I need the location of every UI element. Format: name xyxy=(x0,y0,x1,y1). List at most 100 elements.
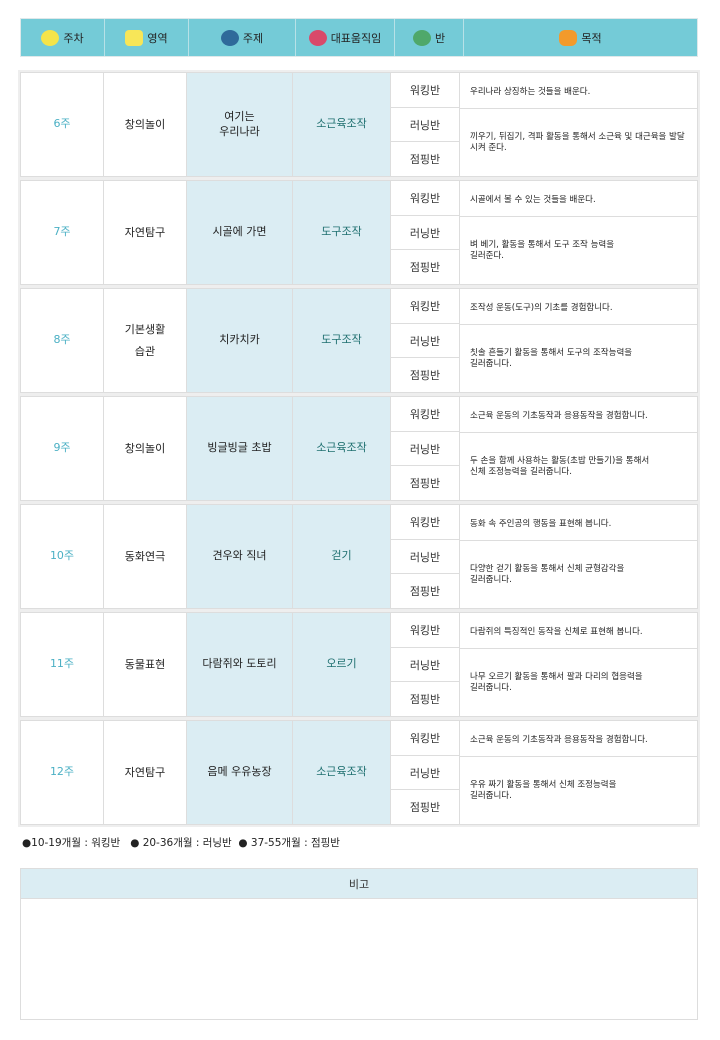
class-walking: 워킹반 xyxy=(391,505,459,540)
week-blocks: 6주 창의놀이 여기는 우리나라 소근육조작 워킹반 러닝반 점핑반 우리나라 … xyxy=(18,70,700,828)
blue-mascot-icon xyxy=(220,29,239,46)
area-cell: 자연탐구 xyxy=(104,721,187,824)
week-block: 7주 자연탐구 시골에 가면 도구조작 워킹반 러닝반 점핑반 시골에서 볼 수… xyxy=(18,178,700,287)
week-cell: 7주 xyxy=(21,181,104,284)
header-purpose: 목적 xyxy=(464,19,697,56)
area-cell: 기본생활 습관 xyxy=(104,289,187,392)
purpose-running-jumping: 다양한 걷기 활동을 통해서 신체 균형감각을 길러줍니다. xyxy=(470,563,625,585)
movement-cell: 소근육조작 xyxy=(293,721,391,824)
week-cell: 10주 xyxy=(21,505,104,608)
purpose-column: 다람쥐의 특징적인 동작을 신체로 표현해 봅니다. 나무 오르기 활동을 통해… xyxy=(460,613,697,716)
class-walking: 워킹반 xyxy=(391,73,459,108)
week-block: 12주 자연탐구 음메 우유농장 소근육조작 워킹반 러닝반 점핑반 소근육 운… xyxy=(18,718,700,827)
week-block: 6주 창의놀이 여기는 우리나라 소근육조작 워킹반 러닝반 점핑반 우리나라 … xyxy=(18,70,700,179)
week-cell: 11주 xyxy=(21,613,104,716)
movement-cell: 소근육조작 xyxy=(293,73,391,176)
area-cell: 동화연극 xyxy=(104,505,187,608)
class-jumping: 점핑반 xyxy=(409,369,441,383)
remarks-title: 비고 xyxy=(21,869,697,899)
class-column: 워킹반 러닝반 점핑반 xyxy=(391,181,460,284)
purpose-column: 우리나라 상징하는 것들을 배운다. 끼우기, 뒤집기, 격파 활동을 통해서 … xyxy=(460,73,697,176)
bear-mascot-icon xyxy=(41,29,60,46)
purpose-walking: 동화 속 주인공의 행동을 표현해 봅니다. xyxy=(460,505,697,541)
topic-cell: 빙글빙글 초밥 xyxy=(187,397,293,500)
topic-cell: 시골에 가면 xyxy=(187,181,293,284)
class-column: 워킹반 러닝반 점핑반 xyxy=(391,721,460,824)
remarks-content[interactable] xyxy=(21,899,697,1019)
purpose-column: 소근육 운동의 기초동작과 응용동작을 경험합니다. 두 손을 함께 사용하는 … xyxy=(460,397,697,500)
topic-cell: 치카치카 xyxy=(187,289,293,392)
movement-cell: 걷기 xyxy=(293,505,391,608)
header-week-label: 주차 xyxy=(63,31,84,45)
week-cell: 8주 xyxy=(21,289,104,392)
movement-cell: 도구조작 xyxy=(293,181,391,284)
header-area-label: 영역 xyxy=(147,31,168,45)
header-class: 반 xyxy=(395,19,464,56)
header-movement: 대표움직임 xyxy=(296,19,395,56)
class-walking: 워킹반 xyxy=(391,181,459,216)
header-topic-label: 주제 xyxy=(242,31,264,45)
purpose-walking: 소근육 운동의 기초동작과 응용동작을 경험합니다. xyxy=(460,721,697,757)
header-area: 영역 xyxy=(105,19,189,56)
class-running: 러닝반 xyxy=(391,540,459,575)
header-movement-label: 대표움직임 xyxy=(330,31,382,45)
purpose-walking: 소근육 운동의 기초동작과 응용동작을 경험합니다. xyxy=(460,397,697,433)
purpose-walking: 조작성 운동(도구)의 기초를 경험합니다. xyxy=(460,289,697,325)
purpose-column: 동화 속 주인공의 행동을 표현해 봅니다. 다양한 걷기 활동을 통해서 신체… xyxy=(460,505,697,608)
week-cell: 6주 xyxy=(21,73,104,176)
area-cell: 창의놀이 xyxy=(104,73,187,176)
frog-mascot-icon xyxy=(412,29,431,46)
class-walking: 워킹반 xyxy=(391,721,459,756)
class-jumping: 점핑반 xyxy=(409,801,441,815)
topic-cell: 음메 우유농장 xyxy=(187,721,293,824)
header-purpose-label: 목적 xyxy=(581,31,602,45)
movement-cell: 소근육조작 xyxy=(293,397,391,500)
purpose-running-jumping: 벼 베기, 활동을 통해서 도구 조작 능력을 길러준다. xyxy=(470,239,615,261)
week-cell: 12주 xyxy=(21,721,104,824)
purpose-walking: 시골에서 볼 수 있는 것들을 배운다. xyxy=(460,181,697,217)
purpose-column: 소근육 운동의 기초동작과 응용동작을 경험합니다. 우유 짜기 활동을 통해서… xyxy=(460,721,697,824)
purpose-running-jumping: 칫솔 흔들기 활동을 통해서 도구의 조작능력을 길러줍니다. xyxy=(470,347,633,369)
class-jumping: 점핑반 xyxy=(409,153,441,167)
purpose-running-jumping: 나무 오르기 활동을 통해서 팔과 다리의 협응력을 길러줍니다. xyxy=(470,671,643,693)
class-running: 러닝반 xyxy=(391,108,459,143)
purpose-column: 조작성 운동(도구)의 기초를 경험합니다. 칫솔 흔들기 활동을 통해서 도구… xyxy=(460,289,697,392)
class-jumping: 점핑반 xyxy=(409,693,441,707)
class-jumping: 점핑반 xyxy=(409,261,441,275)
orange-mascot-icon xyxy=(559,29,578,46)
class-running: 러닝반 xyxy=(391,756,459,791)
topic-cell: 다람쥐와 도토리 xyxy=(187,613,293,716)
remarks-box: 비고 xyxy=(20,868,698,1020)
area-cell: 창의놀이 xyxy=(104,397,187,500)
purpose-column: 시골에서 볼 수 있는 것들을 배운다. 벼 베기, 활동을 통해서 도구 조작… xyxy=(460,181,697,284)
purpose-walking: 우리나라 상징하는 것들을 배운다. xyxy=(460,73,697,109)
class-walking: 워킹반 xyxy=(391,397,459,432)
yellow-mascot-icon xyxy=(125,29,144,46)
class-age-legend: ●10-19개월 : 워킹반 ● 20-36개월 : 러닝반 ● 37-55개월… xyxy=(22,837,340,849)
week-block: 9주 창의놀이 빙글빙글 초밥 소근육조작 워킹반 러닝반 점핑반 소근육 운동… xyxy=(18,394,700,503)
movement-cell: 도구조작 xyxy=(293,289,391,392)
header-week: 주차 xyxy=(21,19,105,56)
class-column: 워킹반 러닝반 점핑반 xyxy=(391,613,460,716)
class-jumping: 점핑반 xyxy=(409,585,441,599)
class-column: 워킹반 러닝반 점핑반 xyxy=(391,397,460,500)
red-mascot-icon xyxy=(308,29,327,46)
class-running: 러닝반 xyxy=(391,432,459,467)
topic-cell: 견우와 직녀 xyxy=(187,505,293,608)
class-running: 러닝반 xyxy=(391,648,459,683)
purpose-running-jumping: 끼우기, 뒤집기, 격파 활동을 통해서 소근육 및 대근육을 발달시켜 준다. xyxy=(470,131,685,153)
class-column: 워킹반 러닝반 점핑반 xyxy=(391,289,460,392)
area-cell: 자연탐구 xyxy=(104,181,187,284)
week-block: 11주 동물표현 다람쥐와 도토리 오르기 워킹반 러닝반 점핑반 다람쥐의 특… xyxy=(18,610,700,719)
purpose-running-jumping: 두 손을 함께 사용하는 활동(초밥 만들기)을 통해서 신체 조정능력을 길러… xyxy=(470,455,650,477)
class-running: 러닝반 xyxy=(391,324,459,359)
header-class-label: 반 xyxy=(434,31,446,45)
week-cell: 9주 xyxy=(21,397,104,500)
purpose-walking: 다람쥐의 특징적인 동작을 신체로 표현해 봅니다. xyxy=(460,613,697,649)
class-column: 워킹반 러닝반 점핑반 xyxy=(391,505,460,608)
class-column: 워킹반 러닝반 점핑반 xyxy=(391,73,460,176)
class-walking: 워킹반 xyxy=(391,289,459,324)
class-jumping: 점핑반 xyxy=(409,477,441,491)
movement-cell: 오르기 xyxy=(293,613,391,716)
